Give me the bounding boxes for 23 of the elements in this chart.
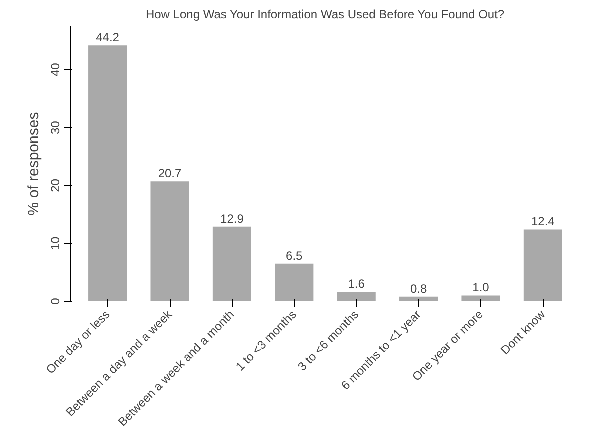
- chart-title: How Long Was Your Information Was Used Before You Found Out?: [146, 8, 505, 22]
- bar: [400, 296, 438, 302]
- bar: [212, 226, 252, 302]
- y-tick-label: 40: [48, 62, 62, 77]
- y-tick-label: 20: [48, 178, 62, 192]
- data-label: 1.6: [348, 277, 366, 292]
- y-axis-title: % of responses: [26, 112, 42, 216]
- y-tick-label: 30: [48, 120, 62, 134]
- data-label: 20.7: [158, 166, 182, 181]
- data-label: 12.4: [532, 214, 556, 229]
- bar: [337, 292, 376, 302]
- y-tick-label: 10: [48, 236, 62, 250]
- bar: [88, 46, 128, 302]
- bar: [462, 296, 500, 302]
- bar: [150, 182, 190, 302]
- data-label: 1.0: [472, 280, 490, 295]
- data-label: 0.8: [410, 282, 428, 296]
- data-label: 6.5: [286, 248, 304, 263]
- y-tick-label: 0: [48, 298, 62, 305]
- data-label: 12.9: [220, 212, 244, 226]
- bar: [524, 230, 562, 302]
- bar: [275, 264, 314, 302]
- data-label: 44.2: [96, 30, 120, 45]
